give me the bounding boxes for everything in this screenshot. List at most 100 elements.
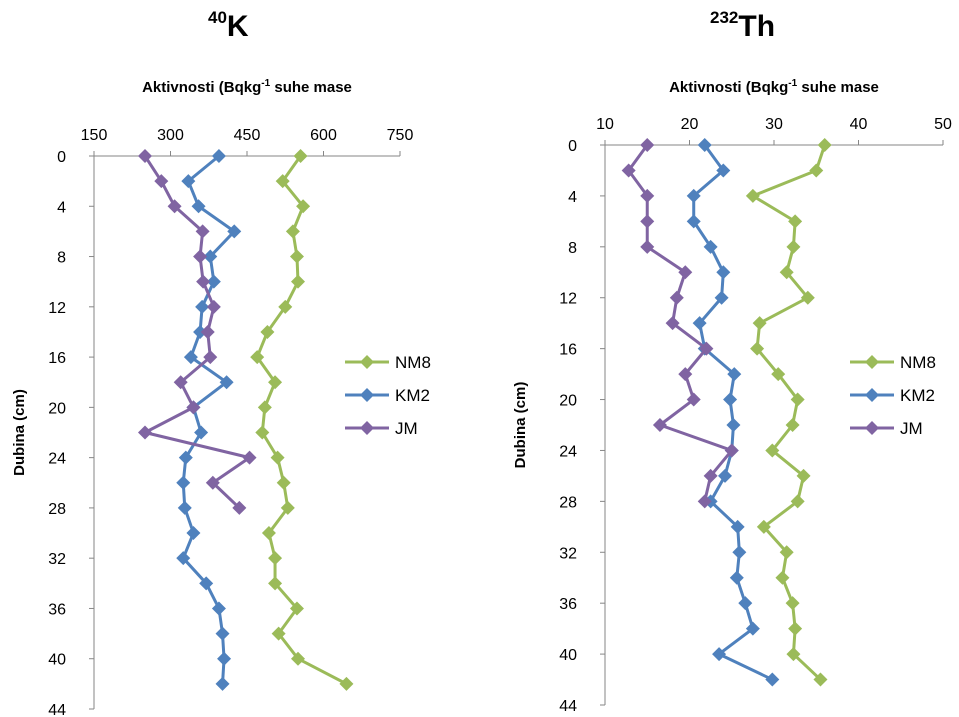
data-point-marker: [775, 570, 790, 585]
y-tick-label: 20: [559, 393, 577, 410]
y-tick-label: 36: [559, 596, 577, 613]
data-point-marker: [697, 138, 712, 152]
data-point-marker: [206, 299, 221, 314]
data-point-marker: [765, 672, 780, 687]
data-point-marker: [703, 239, 718, 254]
data-point-marker: [717, 468, 732, 483]
legend-label: KM2: [900, 386, 935, 405]
series-jm: [138, 149, 257, 515]
series-km2: [686, 138, 780, 687]
data-point-marker: [716, 163, 731, 178]
series-line: [692, 144, 773, 681]
data-point-marker: [178, 450, 193, 465]
data-point-marker: [779, 545, 794, 560]
data-point-marker: [727, 367, 742, 382]
data-point-marker: [738, 596, 753, 611]
data-point-marker: [186, 400, 201, 415]
legend-item-jm: JM: [850, 419, 923, 438]
data-point-marker: [640, 138, 655, 152]
y-tick-label: 4: [57, 199, 66, 216]
data-point-marker: [291, 651, 305, 666]
data-point-marker: [745, 621, 760, 636]
legend-marker: [360, 388, 374, 402]
chart-title-th232: 232Th: [710, 8, 775, 44]
y-tick-label: 20: [48, 400, 66, 417]
legend-label: JM: [395, 419, 418, 438]
data-point-marker: [261, 526, 276, 541]
data-point-marker: [200, 324, 215, 339]
data-point-marker: [724, 443, 739, 458]
data-point-marker: [785, 596, 800, 611]
data-point-marker: [790, 392, 805, 407]
legend-item-jm: JM: [345, 419, 418, 438]
x-tick-label: 450: [234, 127, 261, 144]
data-point-marker: [154, 174, 169, 189]
series-line: [255, 155, 348, 686]
data-point-marker: [809, 163, 824, 178]
data-point-marker: [817, 138, 832, 152]
data-point-marker: [790, 494, 805, 509]
series-nm8: [250, 149, 354, 691]
data-point-marker: [640, 214, 655, 229]
title-main: Th: [738, 10, 776, 43]
data-point-marker: [788, 621, 803, 636]
legend-label: NM8: [900, 353, 936, 372]
legend-item-nm8: NM8: [850, 353, 936, 372]
data-point-marker: [194, 425, 209, 440]
data-point-marker: [186, 526, 201, 541]
x-tick-label: 300: [157, 127, 184, 144]
legend-label: KM2: [395, 386, 430, 405]
data-point-marker: [268, 551, 283, 566]
data-point-marker: [686, 188, 701, 203]
y-tick-label: 40: [559, 647, 577, 664]
title-superscript: 232: [710, 8, 739, 27]
x-axis-label: Aktivnosti (Bqkg-1 suhe mase: [669, 78, 879, 96]
data-point-marker: [640, 239, 655, 254]
data-point-marker: [177, 500, 192, 515]
data-point-marker: [765, 443, 780, 458]
series-jm: [621, 138, 739, 509]
data-point-marker: [788, 214, 803, 229]
data-point-marker: [203, 249, 218, 264]
data-point-marker: [211, 149, 226, 163]
data-point-marker: [652, 418, 667, 432]
y-tick-label: 4: [568, 189, 577, 206]
data-point-marker: [227, 224, 242, 239]
legend-item-nm8: NM8: [345, 353, 431, 372]
y-tick-label: 16: [559, 342, 577, 359]
title-main: K: [226, 10, 249, 43]
title-superscript: 40: [208, 8, 227, 27]
y-tick-label: 16: [48, 350, 66, 367]
x-tick-label: 600: [310, 127, 337, 144]
data-point-marker: [289, 249, 304, 264]
legend-marker: [865, 355, 879, 369]
data-point-marker: [138, 425, 152, 440]
series-nm8: [745, 138, 832, 687]
data-point-marker: [732, 545, 747, 560]
legend-marker: [865, 421, 879, 435]
x-axis-label: Aktivnosti (Bqkg-1 suhe mase: [142, 78, 352, 96]
y-tick-label: 32: [559, 545, 577, 562]
data-point-marker: [195, 224, 210, 239]
legend-marker: [360, 421, 374, 435]
x-tick-label: 10: [596, 116, 614, 133]
data-point-marker: [796, 468, 811, 483]
data-point-marker: [196, 274, 211, 289]
data-point-marker: [686, 392, 701, 407]
data-point-marker: [771, 367, 786, 382]
data-point-marker: [285, 224, 300, 239]
data-point-marker: [750, 341, 765, 356]
chart-th232: 10 20 30 40 50 0 4 8 12 16 20 24 28 32 36 40 44 Aktivnost…: [512, 78, 952, 715]
y-tick-label: 40: [48, 652, 66, 669]
x-tick-label: 750: [387, 127, 414, 144]
data-point-marker: [678, 265, 693, 280]
data-point-marker: [205, 475, 220, 490]
data-point-marker: [699, 341, 714, 356]
legend-label: JM: [900, 419, 923, 438]
data-point-marker: [138, 149, 152, 163]
data-point-marker: [686, 214, 701, 229]
series-line: [751, 144, 827, 681]
data-point-marker: [268, 375, 283, 390]
y-tick-label: 28: [559, 494, 577, 511]
data-point-marker: [193, 249, 208, 264]
